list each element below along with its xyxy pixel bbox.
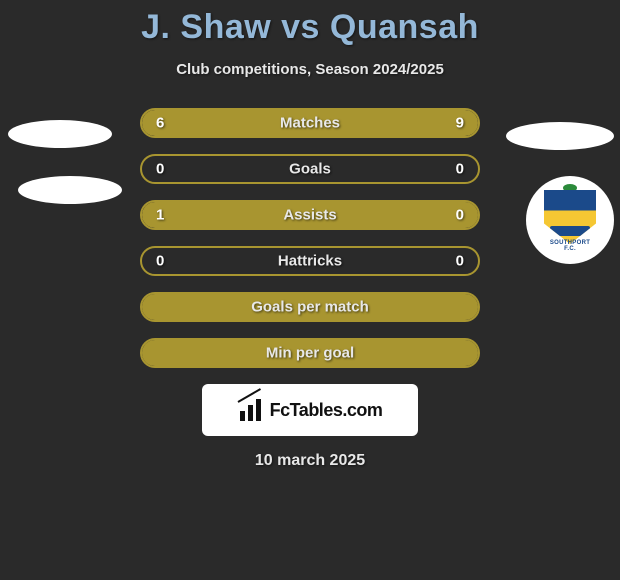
stat-label: Goals <box>289 161 331 178</box>
stat-left-value: 1 <box>156 207 164 224</box>
stat-row: Min per goal <box>0 338 620 368</box>
stat-label: Goals per match <box>251 299 369 316</box>
stat-row: 0 0 Hattricks <box>0 246 620 276</box>
page-subtitle: Club competitions, Season 2024/2025 <box>0 61 620 78</box>
stat-row: 0 0 Goals <box>0 154 620 184</box>
stat-bar: Min per goal <box>140 338 480 368</box>
brand-text: FcTables.com <box>270 400 383 421</box>
stat-label: Assists <box>283 207 336 224</box>
stat-bar: 0 0 Goals <box>140 154 480 184</box>
brand-badge: FcTables.com <box>202 384 418 436</box>
page-title: J. Shaw vs Quansah <box>0 8 620 47</box>
stat-label: Matches <box>280 115 340 132</box>
stat-right-value: 0 <box>456 161 464 178</box>
stat-left-value: 6 <box>156 115 164 132</box>
stat-right-value: 0 <box>456 207 464 224</box>
stat-left-value: 0 <box>156 253 164 270</box>
date-text: 10 march 2025 <box>0 452 620 470</box>
stat-bar: Goals per match <box>140 292 480 322</box>
stat-row: 1 0 Assists <box>0 200 620 230</box>
stats-container: 6 9 Matches 0 0 Goals 1 0 Assists 0 0 Hattricks Goal… <box>0 108 620 368</box>
stat-bar: 1 0 Assists <box>140 200 480 230</box>
stat-left-value: 0 <box>156 161 164 178</box>
stat-row: 6 9 Matches <box>0 108 620 138</box>
chart-icon <box>238 399 266 421</box>
stat-right-value: 0 <box>456 253 464 270</box>
stat-label: Hattricks <box>278 253 342 270</box>
stat-bar: 0 0 Hattricks <box>140 246 480 276</box>
stat-right-value: 9 <box>456 115 464 132</box>
stat-row: Goals per match <box>0 292 620 322</box>
stat-bar: 6 9 Matches <box>140 108 480 138</box>
stat-label: Min per goal <box>266 345 354 362</box>
